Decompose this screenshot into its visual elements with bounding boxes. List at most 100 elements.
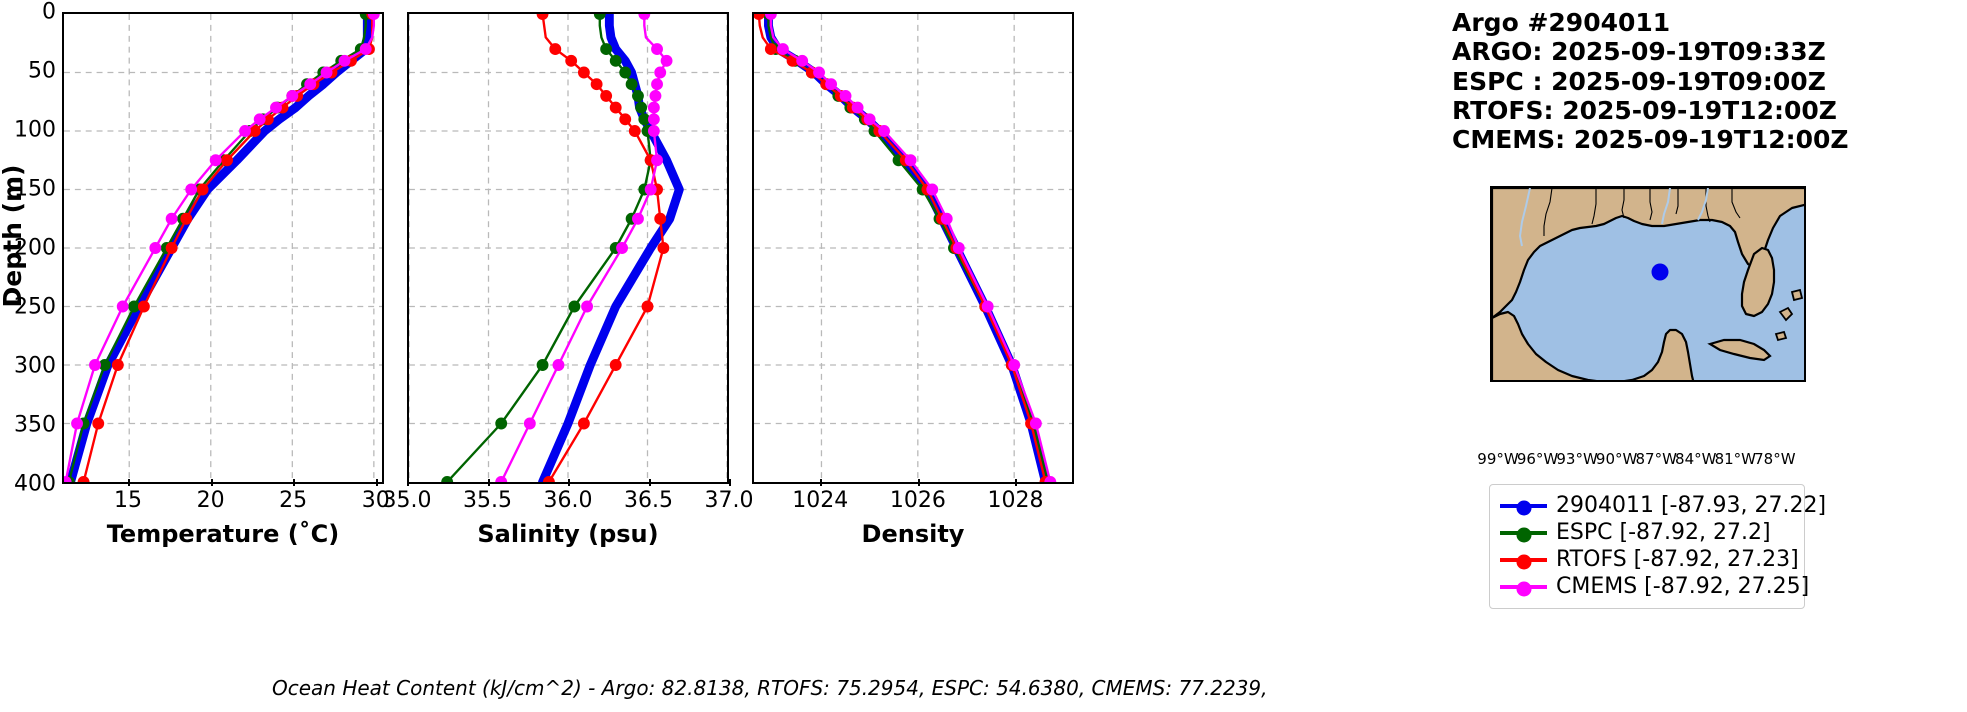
marker-cmems <box>616 242 628 254</box>
temperature-profile-panel[interactable] <box>62 12 384 484</box>
legend-dot-marker <box>1516 554 1531 569</box>
depth-tick-350: 350 <box>14 412 56 438</box>
xtick-mark <box>568 479 570 486</box>
marker-rtofs <box>92 417 105 430</box>
series-rtofs-salinity <box>541 14 665 482</box>
map-lon-tick <box>1737 380 1739 382</box>
marker-espc <box>593 14 606 20</box>
marker-cmems <box>952 242 965 254</box>
map-lon-minor-tick <box>1757 186 1759 188</box>
marker-cmems <box>904 154 917 167</box>
marker-espc <box>632 89 644 102</box>
header-line-0: Argo #2904011 <box>1452 8 1671 37</box>
marker-espc <box>625 78 638 91</box>
marker-rtofs <box>536 14 549 20</box>
marker-rtofs <box>609 101 622 114</box>
location-map[interactable] <box>1490 186 1806 382</box>
xtick-label-25: 25 <box>279 488 308 513</box>
map-lon-tick <box>1500 380 1502 382</box>
marker-rtofs <box>542 476 555 482</box>
legend-label: ESPC [-87.92, 27.2] <box>1556 520 1771 545</box>
header-line-2: ESPC : 2025-09-19T09:00Z <box>1452 66 1826 96</box>
map-lon-label-1: 96°W <box>1516 450 1559 468</box>
map-lon-minor-tick <box>1520 186 1522 188</box>
marker-cmems <box>89 359 101 371</box>
legend-dot-marker <box>1516 500 1531 515</box>
map-lon-tick <box>1698 380 1700 382</box>
xtick-mark <box>820 479 823 486</box>
marker-rtofs <box>754 14 765 20</box>
marker-rtofs <box>565 54 578 67</box>
marker-rtofs <box>764 43 777 56</box>
ocean-heat-content-note: Ocean Heat Content (kJ/cm^2) - Argo: 82.… <box>272 676 1268 700</box>
marker-rtofs <box>549 43 562 56</box>
xtick-mark <box>293 479 296 486</box>
marker-cmems <box>649 89 662 102</box>
marker-espc <box>495 417 508 430</box>
map-lon-tick <box>1500 186 1502 188</box>
marker-rtofs <box>77 476 90 482</box>
legend-item-3[interactable]: CMEMS [-87.92, 27.25] <box>1500 573 1809 600</box>
marker-cmems <box>581 300 594 313</box>
map-lon-minor-tick <box>1718 186 1720 188</box>
marker-cmems <box>776 43 789 56</box>
map-lat-tick <box>1490 227 1492 229</box>
marker-cmems <box>638 14 651 20</box>
legend-item-0[interactable]: 2904011 [-87.93, 27.22] <box>1500 492 1826 519</box>
marker-cmems <box>651 78 663 91</box>
legend-dot-marker <box>1516 527 1531 542</box>
map-lon-minor-tick <box>1638 186 1640 188</box>
map-lon-tick <box>1737 186 1739 188</box>
density-profile-panel[interactable] <box>752 12 1074 484</box>
depth-tick-250: 250 <box>14 294 56 320</box>
xtick-mark <box>375 479 378 486</box>
header-line-4: CMEMS: 2025-09-19T12:00Z <box>1452 125 1849 154</box>
xtick-label-1026: 1026 <box>889 488 946 513</box>
map-lon-tick <box>1658 186 1660 188</box>
marker-cmems <box>764 14 777 20</box>
marker-cmems <box>320 66 333 79</box>
xtick-label-1024: 1024 <box>792 488 849 513</box>
marker-cmems <box>647 125 660 137</box>
map-lon-label-4: 87°W <box>1635 450 1677 468</box>
map-lon-tick <box>1579 186 1581 188</box>
marker-rtofs <box>248 125 261 137</box>
map-lat-tick <box>1490 345 1492 347</box>
header-line-1: ARGO: 2025-09-19T09:33Z <box>1452 37 1826 67</box>
marker-cmems <box>286 89 299 102</box>
xtick-label-37: 37.0 <box>704 488 754 513</box>
depth-tick-300: 300 <box>14 353 56 379</box>
legend-line-swatch <box>1500 500 1547 515</box>
marker-espc <box>568 300 581 313</box>
marker-cmems <box>253 113 266 126</box>
marker-cmems <box>926 183 939 196</box>
map-lon-tick <box>1619 186 1621 188</box>
marker-rtofs <box>654 212 667 225</box>
float-position-marker[interactable] <box>1651 263 1669 281</box>
map-lon-minor-tick <box>1520 380 1522 382</box>
map-lon-label-5: 84°W <box>1675 450 1717 468</box>
xtick-mark <box>917 479 920 486</box>
marker-cmems <box>796 54 809 67</box>
marker-rtofs <box>196 183 209 196</box>
map-lon-minor-tick <box>1599 186 1601 188</box>
marker-cmems <box>359 43 372 56</box>
map-lon-tick <box>1579 380 1581 382</box>
legend-item-2[interactable]: RTOFS [-87.92, 27.23] <box>1500 546 1799 573</box>
temperature-axis: Temperature (˚C) 15 20 25 30 <box>62 479 390 548</box>
map-lon-label-0: 99°W <box>1477 450 1519 468</box>
map-lon-minor-tick <box>1718 380 1720 382</box>
marker-cmems <box>660 54 673 67</box>
marker-cmems <box>239 125 251 137</box>
marker-cmems <box>878 125 891 137</box>
map-lon-tick <box>1540 380 1542 382</box>
map-lon-minor-tick <box>1559 186 1561 188</box>
legend-item-1[interactable]: ESPC [-87.92, 27.2] <box>1500 519 1794 546</box>
marker-espc <box>536 359 549 371</box>
xtick-label-36.5: 36.5 <box>624 488 673 513</box>
salinity-profile-panel[interactable] <box>407 12 729 484</box>
temperature-axis-title: Temperature (˚C) <box>106 520 340 548</box>
marker-cmems <box>149 242 162 254</box>
marker-cmems <box>367 14 380 20</box>
marker-espc <box>635 101 648 114</box>
